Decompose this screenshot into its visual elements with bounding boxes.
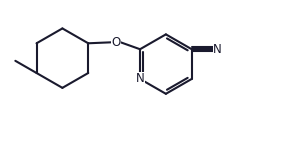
Text: O: O [111, 36, 121, 49]
Text: N: N [136, 72, 144, 85]
Text: N: N [213, 43, 222, 56]
